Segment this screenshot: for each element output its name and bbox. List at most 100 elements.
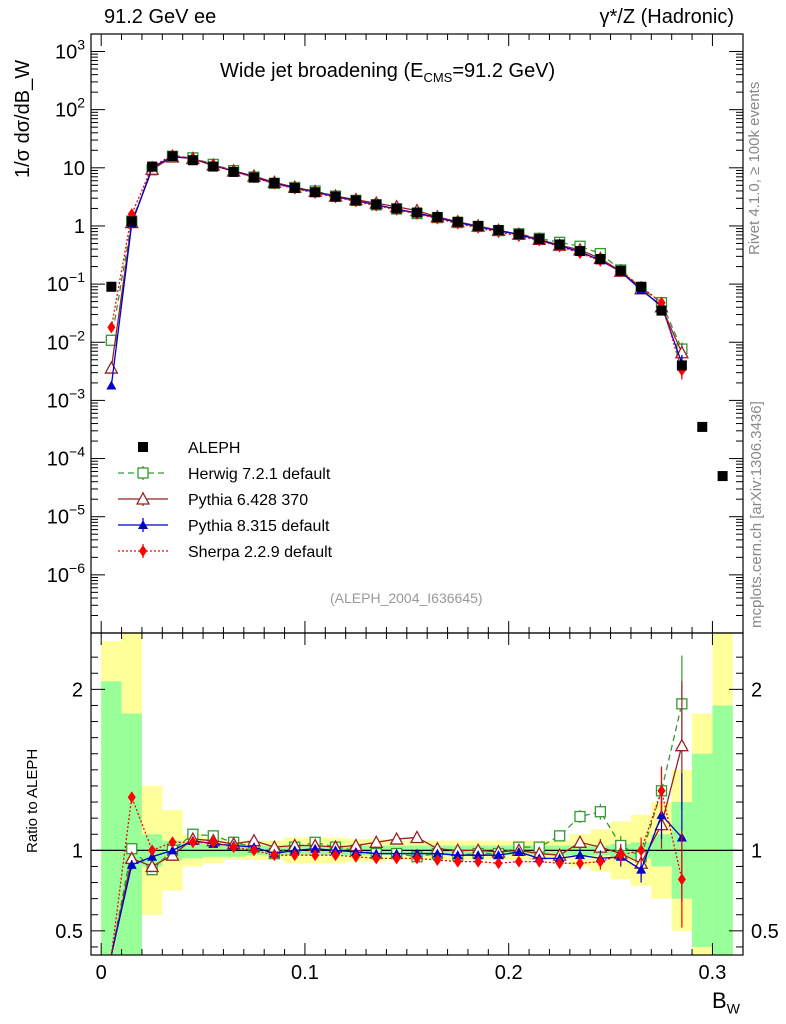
ratio-point <box>572 834 588 848</box>
y-tick-exponent: −2 <box>69 327 85 343</box>
ratio-point <box>392 852 401 865</box>
ratio-tick-label-left: 1 <box>72 840 83 862</box>
x-axis-label: BW <box>712 988 740 1016</box>
y-tick-exponent: −1 <box>69 269 85 285</box>
ratio-point <box>657 784 666 797</box>
reference-point <box>554 239 565 250</box>
ratio-point <box>168 836 177 849</box>
ratio-tick-label-right: 1 <box>751 840 762 862</box>
reference-point <box>310 187 321 198</box>
ratio-point <box>331 849 340 862</box>
reference-point <box>391 203 402 214</box>
ratio-point <box>493 850 504 860</box>
reference-point <box>717 471 728 482</box>
band-inner-bin <box>712 705 733 955</box>
y-tick-exponent: −6 <box>69 560 85 576</box>
ratio-panel-frame <box>90 632 744 956</box>
y-tick-label: 103 <box>55 37 85 64</box>
legend-label: Pythia 6.428 370 <box>188 492 308 509</box>
reference-point <box>412 207 422 218</box>
ratio-point <box>369 834 384 848</box>
ratio-point <box>553 830 566 842</box>
reference-point <box>289 182 300 193</box>
x-tick-label: 0.1 <box>291 962 319 984</box>
ratio-point <box>596 855 605 868</box>
ratio-point <box>637 844 646 857</box>
legend-marker <box>137 467 149 479</box>
ratio-point <box>575 850 585 860</box>
reference-point <box>187 155 198 166</box>
ratio-point <box>389 831 404 845</box>
reference-point <box>330 191 341 202</box>
ratio-point <box>473 850 484 860</box>
legend-label: Sherpa 2.2.9 default <box>188 544 333 561</box>
ratio-point <box>677 873 686 886</box>
ratio-tick-label-right: 2 <box>751 679 762 701</box>
tick-labels: 0 0.1 0.2 0.310310210110−110−210−310−410−51… <box>47 37 779 984</box>
chart-title-main: Wide jet broadening (E <box>220 60 424 82</box>
y-tick-base: 10 <box>47 390 69 412</box>
y-tick-label: 10−1 <box>47 269 85 296</box>
y-tick-label: 10−4 <box>47 444 85 471</box>
ratio-point <box>574 810 586 823</box>
reference-point <box>249 172 259 183</box>
ratio-point <box>372 852 381 865</box>
ratio-point <box>576 857 584 870</box>
x-tick-label: 0.3 <box>699 962 727 984</box>
ratio-point <box>145 859 160 873</box>
main-point <box>104 360 119 374</box>
legend: ALEPH Herwig 7.2.1 default Pythia 6.428 37… <box>118 440 333 561</box>
header-left: 91.2 GeV ee <box>104 6 217 28</box>
reference-point <box>636 281 647 292</box>
legend-marker <box>138 520 148 529</box>
ratio-point <box>433 854 442 867</box>
main-line-3 <box>110 155 683 386</box>
ratio-point <box>290 849 299 862</box>
reference-point <box>697 421 708 432</box>
ratio-point <box>636 864 647 874</box>
ratio-point <box>188 836 197 849</box>
ratio-point <box>209 836 218 849</box>
ratio-point <box>229 841 238 854</box>
ratio-point <box>167 845 178 855</box>
ratio-point <box>674 738 689 752</box>
ratio-point <box>311 849 320 862</box>
y-tick-label: 1 <box>74 216 85 238</box>
chart-title-end: =91.2 GeV) <box>452 60 556 82</box>
ratio-point <box>594 806 607 818</box>
reference-point <box>126 216 137 227</box>
y-tick-exponent: −4 <box>69 444 85 460</box>
x-tick-label: 0.2 <box>495 962 523 984</box>
ratio-point <box>474 855 483 868</box>
reference-point <box>513 229 524 240</box>
reference-point <box>452 216 463 227</box>
y-tick-exponent: 2 <box>77 95 85 111</box>
y-tick-base: 10 <box>47 507 69 529</box>
y-tick-exponent: −3 <box>69 385 85 401</box>
y-tick-label: 10−3 <box>47 385 85 412</box>
x-tick-label: 0 <box>96 962 107 984</box>
legend-marker <box>138 442 148 452</box>
ratio-point <box>432 848 443 858</box>
ratio-tick-label-left: 2 <box>72 679 83 701</box>
y-tick-exponent: 3 <box>77 37 85 53</box>
reference-point <box>534 233 545 244</box>
axis-ticks <box>91 33 743 955</box>
x-axis-label-main: B <box>712 988 727 1013</box>
y-tick-label: 10 <box>63 158 85 180</box>
ratio-point <box>555 857 564 870</box>
reference-point <box>656 305 667 316</box>
reference-point <box>575 246 585 257</box>
y-tick-label: 102 <box>55 95 85 122</box>
legend-label: ALEPH <box>188 440 240 457</box>
y-tick-base: 10 <box>55 100 77 122</box>
reference-data-group <box>106 151 728 482</box>
reference-point <box>615 265 626 276</box>
ratio-series-group <box>110 655 689 956</box>
y-tick-label: 10−5 <box>47 502 85 529</box>
reference-point <box>676 360 687 371</box>
y-tick-base: 10 <box>47 449 69 471</box>
reference-point <box>371 199 382 210</box>
analysis-tag: (ALEPH_2004_I636645) <box>330 590 483 606</box>
